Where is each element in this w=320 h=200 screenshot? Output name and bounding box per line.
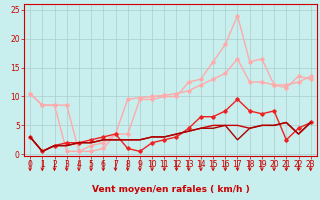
Text: Vent moyen/en rafales ( km/h ): Vent moyen/en rafales ( km/h ) (92, 185, 249, 194)
